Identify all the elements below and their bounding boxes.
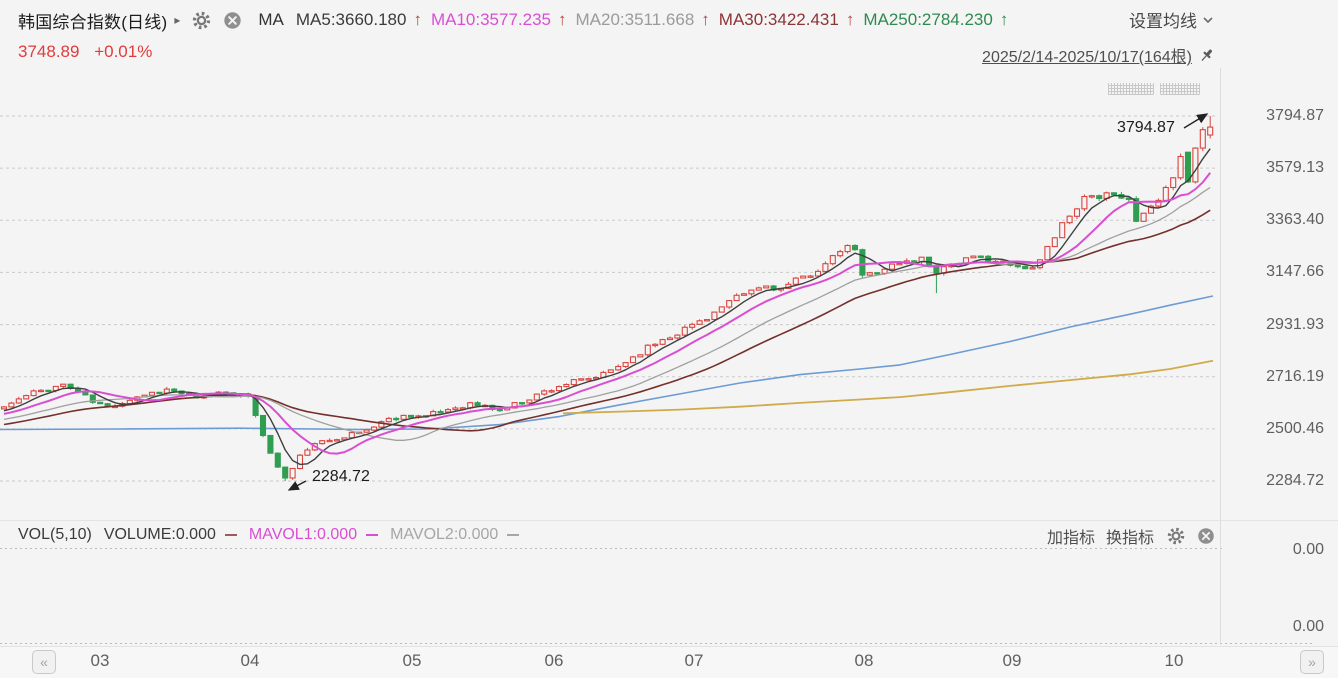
price-tick-label: 2931.93	[1266, 315, 1324, 333]
watermark-block	[1108, 83, 1154, 95]
ma-legend-item: MA10:3577.235 ↑	[430, 10, 567, 29]
close-icon[interactable]	[1197, 527, 1216, 546]
indicator-actions: 加指标 换指标	[1047, 524, 1216, 548]
last-price: 3748.89	[18, 42, 80, 61]
date-range-wrap: 2025/2/14-2025/10/17(164根)	[982, 43, 1215, 67]
price-tick-label: 3147.66	[1266, 263, 1324, 281]
date-range-link[interactable]: 2025/2/14-2025/10/17(164根)	[982, 49, 1192, 66]
price-tick-label: 2284.72	[1266, 472, 1324, 489]
title-caret-icon[interactable]: ▸	[174, 13, 181, 27]
price-tick-label: 3579.13	[1266, 159, 1324, 177]
set-ma-button[interactable]: 设置均线	[1129, 7, 1215, 32]
month-tick-label: 09	[1002, 651, 1022, 670]
month-tick-label: 06	[544, 651, 564, 670]
volume-legend-item: MAVOL2:0.000	[390, 526, 520, 544]
switch-indicator-button[interactable]: 换指标	[1105, 530, 1154, 547]
volume-legend-item: MAVOL1:0.000	[249, 526, 379, 544]
pin-icon[interactable]	[1198, 47, 1215, 64]
ma-legend-item: MA30:3422.431 ↑	[718, 10, 855, 29]
add-indicator-button[interactable]: 加指标	[1046, 530, 1095, 547]
month-tick-label: 04	[240, 651, 260, 670]
price-change: +0.01%	[94, 42, 153, 61]
ma-group-label: MA	[258, 10, 284, 29]
watermark-block	[1160, 83, 1200, 95]
scroll-left-button[interactable]: «	[32, 650, 56, 674]
ma-legend-item: MA250:2784.230 ↑	[863, 10, 1009, 29]
chart-header: 韩国综合指数(日线) ▸ MA MA5:3660.180 ↑ MA10:3577.2…	[0, 7, 1338, 33]
price-tick-label: 3794.87	[1266, 107, 1324, 124]
month-tick-label: 08	[854, 651, 874, 670]
month-tick-label: 03	[90, 651, 110, 670]
price-tick-label: 3363.40	[1266, 211, 1324, 229]
price-tick-label: 2500.46	[1266, 419, 1324, 437]
price-annotation: 3794.87	[1117, 119, 1175, 136]
ma-legend-item: MA5:3660.180 ↑	[295, 10, 422, 29]
volume-tick-label: 0.00	[1292, 541, 1324, 558]
legend-dash	[507, 533, 520, 536]
month-tick-label: 07	[684, 651, 704, 670]
price-tick-label: 2716.19	[1266, 367, 1324, 385]
month-tick-label: 05	[402, 651, 422, 670]
time-axis-bar	[0, 646, 1338, 678]
month-tick-label: 10	[1164, 651, 1184, 670]
volume-legend: VOL(5,10) VOLUME:0.000 MAVOL1:0.000 MAVOL2:…	[18, 526, 531, 544]
chevron-down-icon	[1203, 16, 1213, 23]
last-price-row: 3748.89 +0.01%	[18, 42, 152, 62]
close-icon[interactable]	[223, 11, 242, 30]
ma-legend-item: MA20:3511.668 ↑	[575, 10, 710, 29]
page-title: 韩国综合指数(日线)	[18, 12, 168, 32]
legend-dash	[366, 533, 379, 536]
ma-legend: MA5:3660.180 ↑ MA10:3577.235 ↑ MA20:3511.668…	[296, 10, 1017, 30]
legend-dash	[224, 533, 237, 536]
volume-header: VOL(5,10) VOLUME:0.000 MAVOL1:0.000 MAVOL2:…	[0, 520, 1338, 548]
price-annotation: 2284.72	[312, 468, 370, 485]
volume-legend-item: VOLUME:0.000	[104, 526, 237, 544]
volume-tick-label: 0.00	[1292, 618, 1324, 635]
gear-icon[interactable]	[192, 11, 211, 30]
gear-icon[interactable]	[1167, 527, 1186, 546]
scroll-right-button[interactable]: »	[1300, 650, 1324, 674]
volume-legend-item: VOL(5,10)	[18, 525, 92, 543]
